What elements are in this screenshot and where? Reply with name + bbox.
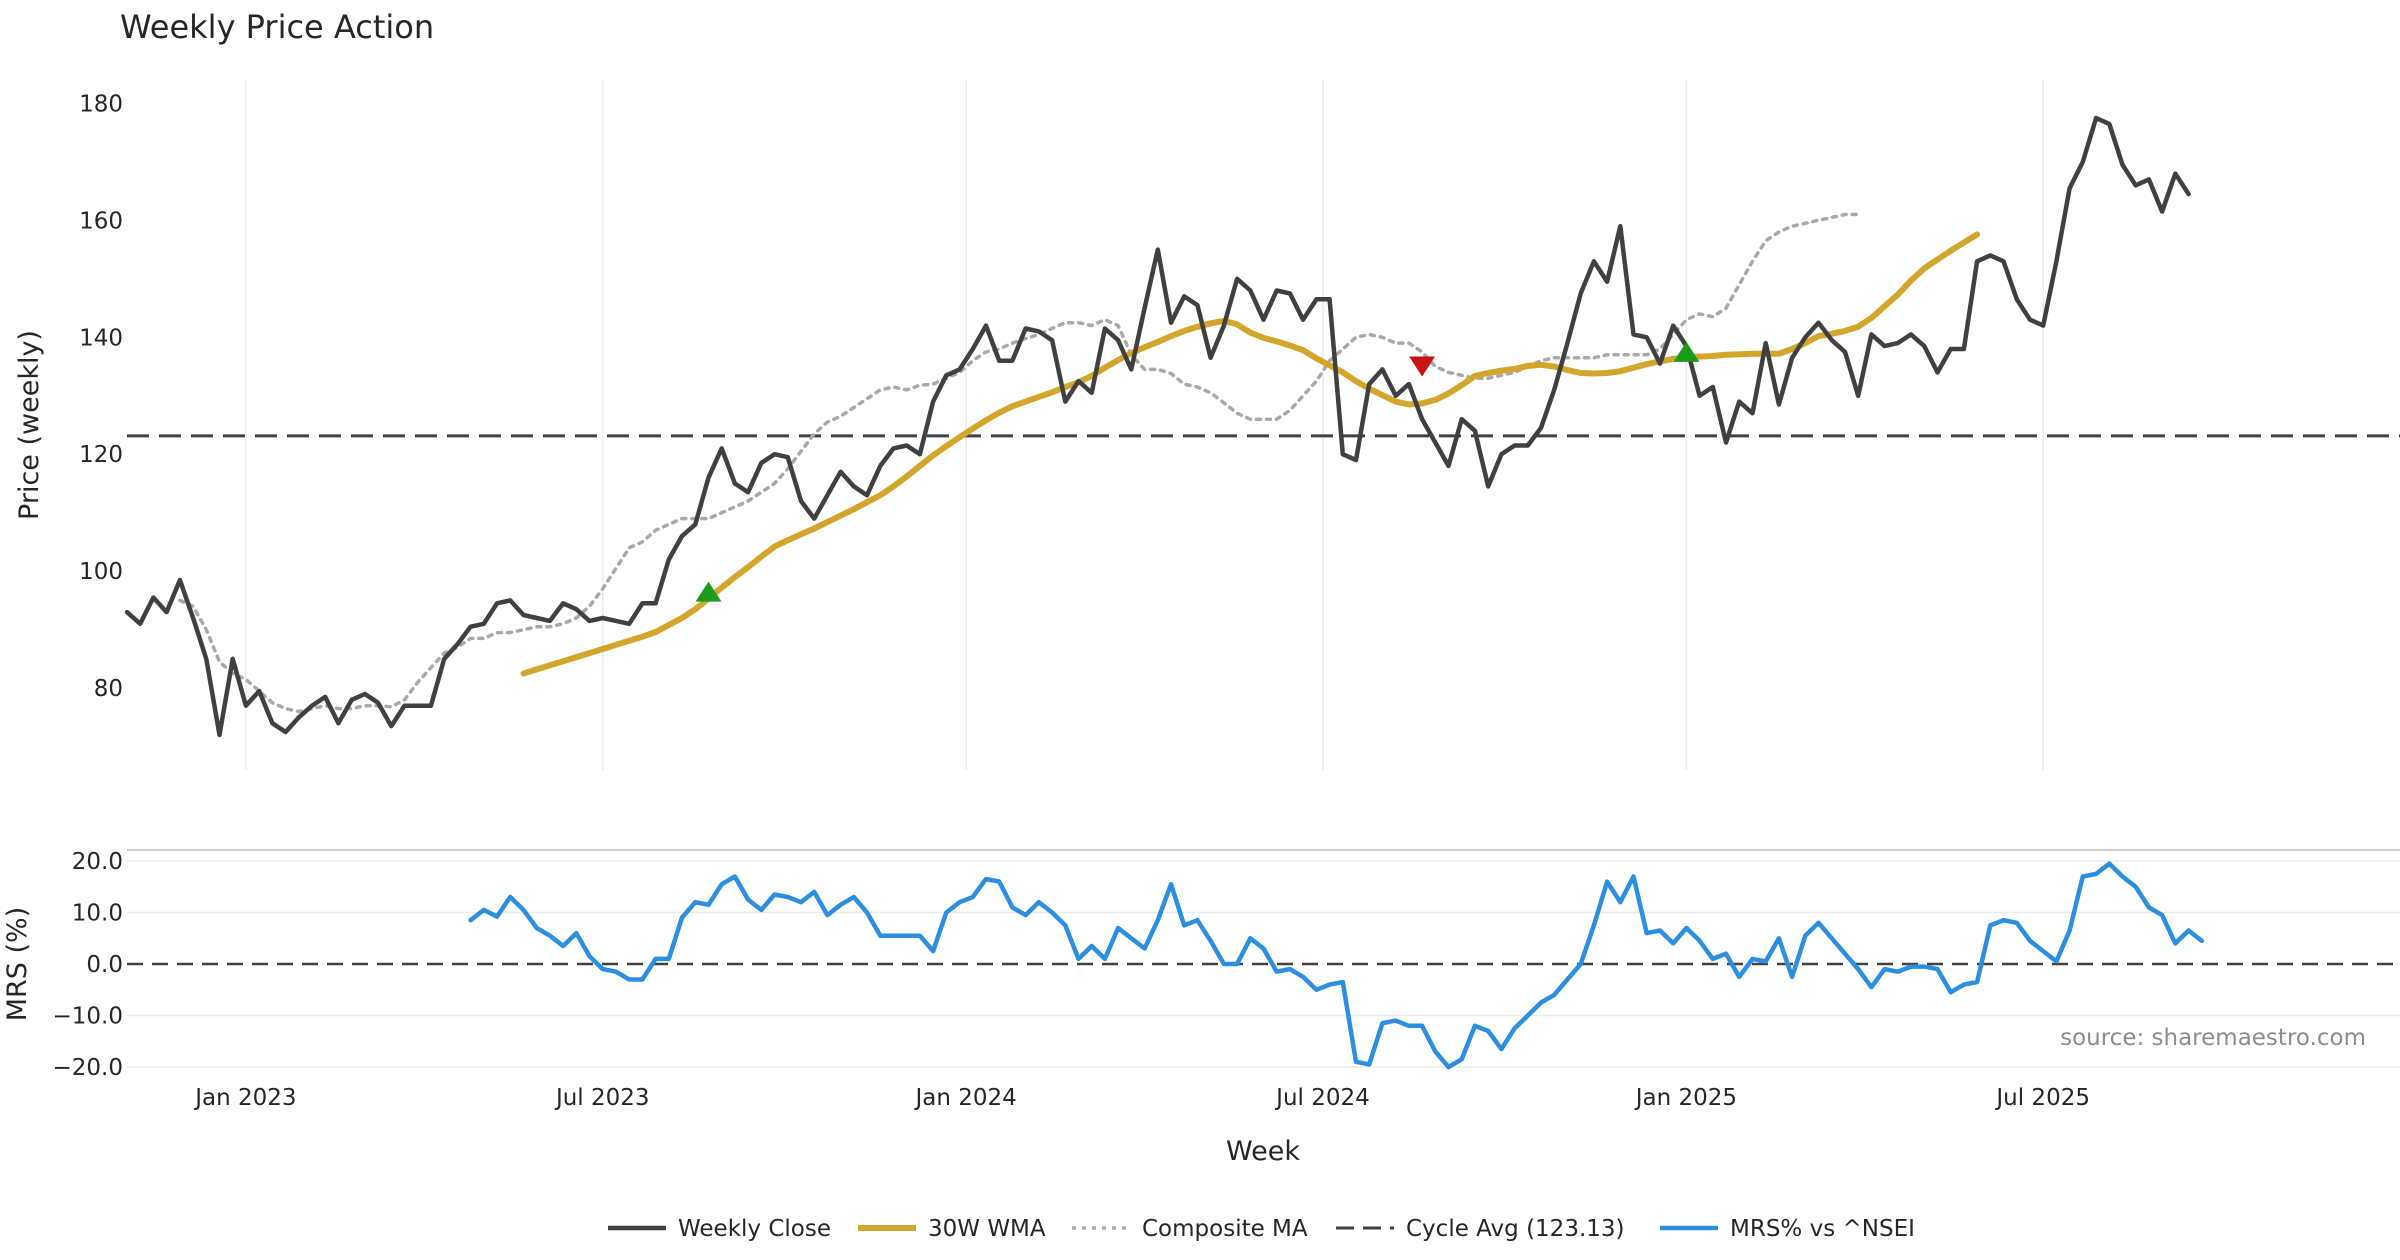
legend-item-1: 30W WMA (858, 1216, 1046, 1242)
mrs-series (468, 861, 2205, 1070)
x-tick-0: Jan 2023 (193, 1085, 296, 1111)
price-series (124, 115, 2191, 738)
signal-markers (695, 341, 1700, 602)
x-ticks: Jan 2023 Jul 2023 Jan 2024 Jul 2024 Jan 2025… (193, 1085, 2090, 1111)
x-tick-3: Jul 2024 (1274, 1085, 1370, 1111)
buy-signal-marker-2 (1673, 341, 1700, 362)
legend-label-3: Cycle Avg (123.13) (1406, 1216, 1625, 1242)
mrs-gridlines (127, 849, 2400, 1068)
price-ytick-100: 100 (79, 559, 123, 585)
mrs-ytick-2: 0.0 (86, 952, 123, 978)
price-y-axis-title: Price (weekly) (14, 330, 45, 520)
sell-signal-marker-1 (1409, 356, 1436, 377)
x-tick-4: Jan 2025 (1634, 1085, 1737, 1111)
mrs-ytick-1: 10.0 (72, 901, 123, 927)
legend-label-1: 30W WMA (928, 1216, 1046, 1242)
price-y-ticks: 80 100 120 140 160 180 (79, 91, 123, 702)
price-ytick-180: 180 (79, 91, 123, 117)
price-panel: 80 100 120 140 160 180 Price (weekly) (14, 80, 2400, 770)
legend-label-2: Composite MA (1142, 1216, 1308, 1242)
x-tick-1: Jul 2023 (554, 1085, 650, 1111)
x-tick-5: Jul 2025 (1994, 1085, 2090, 1111)
mrs-y-axis-title: MRS (%) (2, 907, 33, 1022)
series-composite-ma (178, 212, 1860, 714)
price-ytick-160: 160 (79, 208, 123, 234)
mrs-ytick-0: 20.0 (72, 849, 123, 875)
series-weekly-close (124, 115, 2191, 738)
legend-item-4: MRS% vs ^NSEI (1660, 1216, 1915, 1242)
legend-item-3: Cycle Avg (123.13) (1336, 1216, 1625, 1242)
x-tick-2: Jan 2024 (914, 1085, 1017, 1111)
legend-label-0: Weekly Close (678, 1216, 831, 1242)
chart-title: Weekly Price Action (120, 8, 434, 46)
legend-item-2: Composite MA (1072, 1216, 1308, 1242)
legend-item-0: Weekly Close (608, 1216, 831, 1242)
price-ytick-120: 120 (79, 442, 123, 468)
price-gridlines (245, 80, 2044, 770)
mrs-panel: 20.0 10.0 0.0 −10.0 −20.0 MRS (%) source: sh… (2, 849, 2400, 1081)
source-label: source: sharemaestro.com (2060, 1025, 2366, 1051)
series-30w-wma (520, 231, 1981, 677)
buy-signal-marker-0 (695, 581, 722, 602)
legend: Weekly Close 30W WMA Composite MA Cycle Avg… (608, 1216, 1915, 1242)
price-ytick-80: 80 (94, 676, 123, 702)
legend-label-4: MRS% vs ^NSEI (1730, 1216, 1915, 1242)
series-mrs (468, 861, 2205, 1070)
mrs-ytick-4: −20.0 (53, 1055, 123, 1081)
price-ytick-140: 140 (79, 325, 123, 351)
x-axis-title: Week (1226, 1136, 1300, 1167)
mrs-y-ticks: 20.0 10.0 0.0 −10.0 −20.0 (53, 849, 123, 1081)
mrs-ytick-3: −10.0 (53, 1004, 123, 1030)
